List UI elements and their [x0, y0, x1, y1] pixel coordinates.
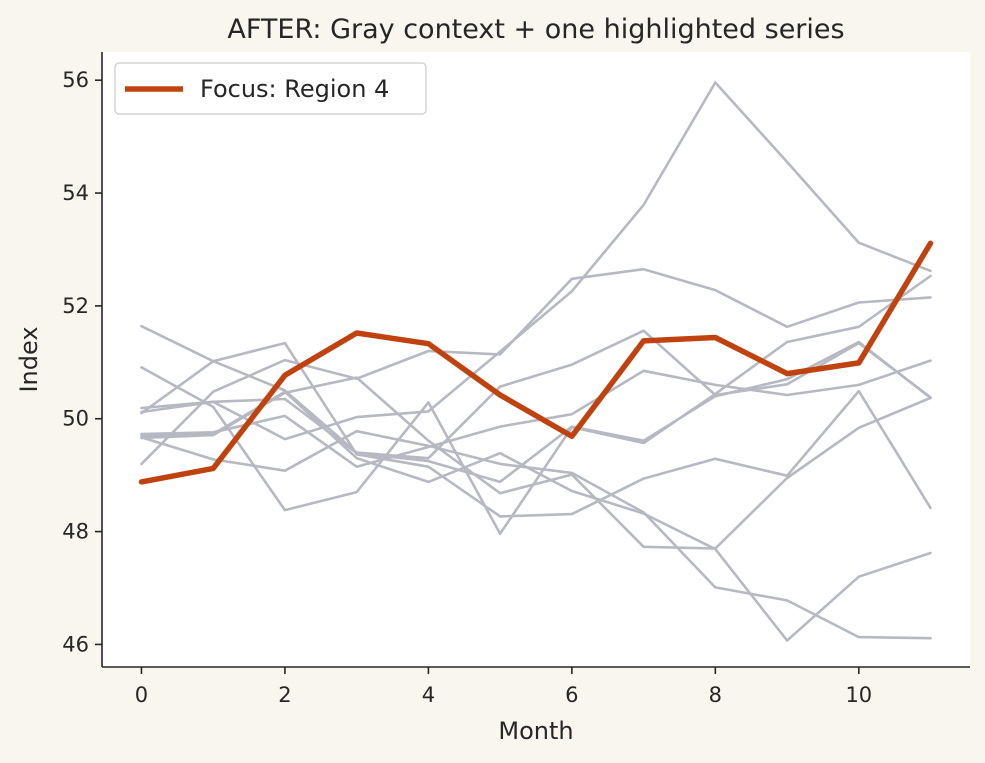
y-tick-label: 52	[62, 294, 89, 318]
x-axis-ticks: 0 2 4 6 8 10	[135, 667, 872, 707]
x-tick-label: 8	[709, 683, 722, 707]
y-tick-label: 50	[62, 407, 89, 431]
legend-entry-focus: Focus: Region 4	[200, 75, 389, 103]
legend: Focus: Region 4	[114, 62, 427, 115]
context-series-line-4	[140, 267, 932, 466]
focus-series-line	[138, 240, 934, 485]
plot-area	[102, 52, 970, 667]
context-series-line-5	[140, 274, 932, 536]
context-series-line-3	[140, 341, 932, 518]
legend-box	[114, 62, 427, 115]
x-tick-label: 0	[135, 683, 148, 707]
y-axis-label: Index	[15, 326, 43, 392]
x-tick-label: 2	[278, 683, 291, 707]
y-tick-label: 46	[62, 632, 89, 656]
x-axis-label: Month	[498, 717, 573, 745]
x-tick-label: 6	[565, 683, 578, 707]
chart-title: AFTER: Gray context + one highlighted se…	[227, 14, 844, 45]
y-axis-ticks: 46 48 50 52 54 56	[62, 68, 102, 656]
context-series-line-6	[140, 81, 932, 441]
context-series-line-1	[140, 324, 932, 460]
y-tick-label: 48	[62, 520, 89, 544]
context-series-line-7	[140, 429, 932, 640]
context-series-line-8	[140, 359, 932, 469]
x-tick-label: 4	[422, 683, 435, 707]
y-tick-label: 56	[62, 68, 89, 92]
x-tick-label: 10	[845, 683, 872, 707]
y-tick-label: 54	[62, 181, 89, 205]
focus-series-group	[138, 240, 934, 485]
